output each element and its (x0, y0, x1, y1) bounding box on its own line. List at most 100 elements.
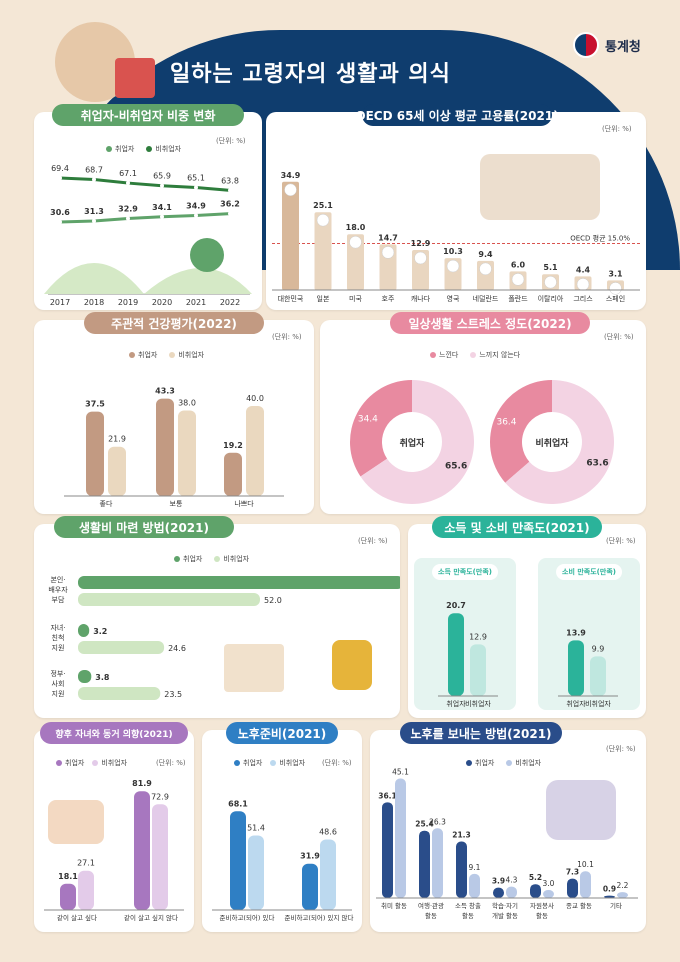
tick-label: 활동 (462, 911, 474, 920)
data-label: 65.1 (187, 173, 205, 182)
tick-label: 일본 (317, 294, 330, 303)
data-label: 2.2 (617, 881, 629, 890)
flag-icon (544, 275, 557, 289)
data-label: 9.9 (592, 644, 605, 653)
legend-item: 비취업자 (506, 758, 541, 768)
tick-label: 준비하고(되어) 있지 않다 (284, 913, 353, 922)
oldage-title: 노후를 보내는 방법(2021) (400, 722, 562, 744)
bar (314, 212, 332, 290)
tick-label: 취업자 (446, 699, 466, 708)
data-label: 19.2 (223, 441, 243, 450)
bar (248, 835, 264, 910)
retire-card: 노후준비(2021) (단위: %) 취업자 비취업자 68.1 51.4 준비하고… (202, 722, 362, 932)
consume-label: 소비 만족도(만족) (556, 564, 622, 580)
stress-title: 일상생활 스트레스 정도(2022) (390, 312, 590, 334)
flag-icon (414, 251, 427, 265)
tick-label: 좋다 (100, 499, 113, 508)
bar (543, 890, 554, 898)
legend-item: 비취업자 (214, 554, 249, 564)
coins-illustration (332, 640, 372, 690)
org-name: 통계청 (605, 39, 641, 55)
bar (230, 811, 246, 910)
legend-item: 느낀다 (430, 350, 458, 360)
tick-label: 캐나다 (411, 294, 431, 303)
stress-unit: (단위: %) (604, 333, 634, 341)
tick-label: 자녀· (50, 623, 65, 632)
tick-label: 2021 (186, 298, 206, 307)
legend-item: 비취업자 (146, 144, 181, 154)
data-label: 69.4 (51, 164, 69, 173)
flag-icon (609, 282, 622, 295)
bar (152, 804, 168, 910)
data-label: 30.6 (50, 208, 70, 217)
data-label: 31.3 (84, 207, 104, 216)
retire-title: 노후준비(2021) (226, 722, 338, 744)
flag-icon (446, 259, 460, 273)
legend-item: 취업자 (174, 554, 202, 564)
pie-slice (490, 380, 552, 483)
data-label: 45.1 (392, 767, 409, 776)
bar (530, 884, 541, 898)
bar (78, 576, 400, 589)
bar (617, 892, 628, 898)
hill-decoration (44, 263, 252, 294)
data-label: 3.1 (608, 269, 623, 278)
data-label: 9.1 (469, 863, 481, 872)
data-label: 3.8 (95, 673, 110, 682)
tick-label: 2022 (220, 298, 240, 307)
house-illustration (115, 58, 155, 98)
legend-item: 취업자 (466, 758, 494, 768)
legend-item: 취업자 (129, 350, 157, 360)
data-label: 10.1 (577, 860, 594, 869)
donut-label: 취업자 (400, 437, 426, 449)
legend-item: 비취업자 (270, 758, 305, 768)
bar (60, 883, 76, 910)
data-label: 18.1 (58, 872, 78, 881)
tick-label: 활동 (536, 911, 548, 920)
data-label: 25.1 (313, 201, 333, 210)
house-illustration (224, 644, 284, 692)
employ-ratio-title: 취업자-비취업자 비중 변화 (52, 104, 244, 126)
cohabit-unit: (단위: %) (156, 759, 186, 767)
data-label: 34.4 (358, 414, 378, 424)
oecd-title: OECD 65세 이상 평균 고용률(2021) (355, 104, 559, 126)
data-point (92, 218, 96, 223)
tick-label: 본인· (50, 575, 65, 584)
bar (108, 446, 126, 496)
data-label: 12.9 (469, 632, 487, 641)
data-label: 67.1 (119, 169, 137, 178)
oecd-unit: (단위: %) (602, 125, 632, 133)
data-label: 36.4 (496, 417, 516, 427)
data-point (126, 216, 130, 221)
data-label: 25.4 (415, 820, 434, 829)
tick-label: 배우자 (48, 585, 68, 594)
tree-illustration (190, 238, 224, 272)
series-line (58, 176, 232, 192)
bar (86, 411, 104, 496)
satisfaction-unit: (단위: %) (606, 537, 636, 545)
living-card: 생활비 마련 방법(2021) (단위: %) 취업자 비취업자 본인· 배우자 부… (34, 516, 400, 718)
bar (347, 234, 364, 290)
data-label: 3.0 (543, 879, 555, 888)
employ-ratio-card: 취업자-비취업자 비중 변화 (단위: %) 취업자 비취업자 30.6 31.3… (34, 104, 262, 310)
data-label: 4.3 (506, 876, 518, 885)
tick-label: 지원 (52, 689, 65, 698)
org-logo: 통계청 (573, 32, 641, 58)
tick-label: 네덜란드 (473, 294, 499, 303)
tick-label: 취업자 (566, 699, 586, 708)
tick-label: 취미 활동 (381, 901, 407, 910)
living-chart: 본인·배우자부담93.052.0자녀·친척지원3.224.6정부·사회지원3.8… (48, 575, 400, 700)
data-label: 4.4 (576, 265, 591, 274)
header: 일하는 고령자의 생활과 의식 통계청 (0, 0, 680, 270)
legend-item: 취업자 (106, 144, 134, 154)
donut-hole (384, 414, 440, 470)
tick-label: 자원봉사 (530, 901, 554, 910)
satisfaction-title: 소득 및 소비 만족도(2021) (432, 516, 602, 538)
tick-label: 2017 (50, 298, 70, 307)
bar (282, 181, 299, 290)
health-chart: 37.5 21.9 좋다 43.338.0 보통 19.2 40.0 나쁘다 (64, 387, 284, 508)
tick-label: 그리스 (573, 294, 593, 303)
flag-icon (479, 262, 492, 276)
data-label: 68.7 (85, 166, 103, 175)
series-line (58, 212, 232, 224)
